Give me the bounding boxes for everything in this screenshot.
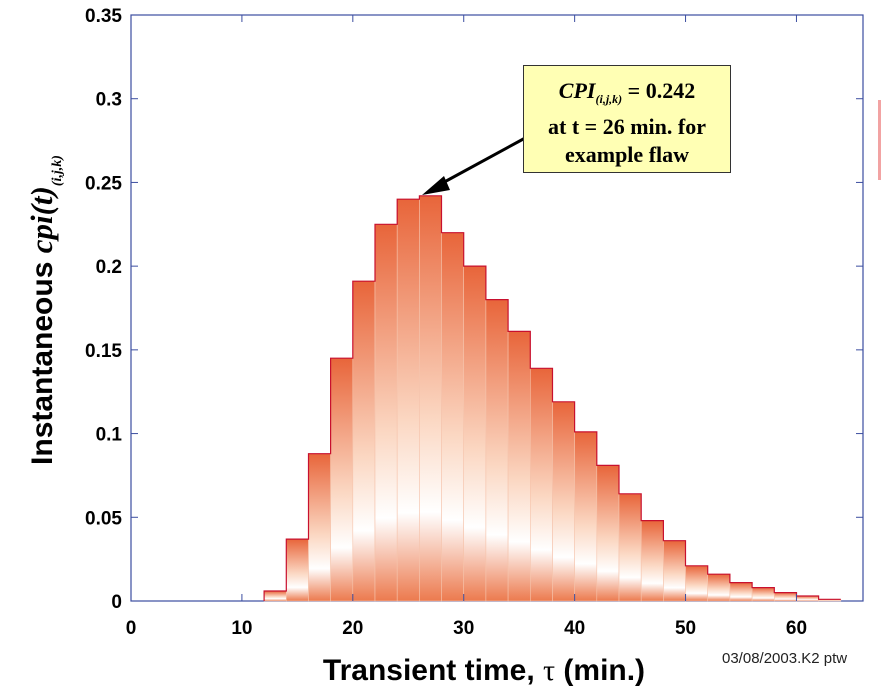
annotation-box: CPI(i,j,k) = 0.242 at t = 26 min. for ex… xyxy=(523,65,731,173)
bar-28 xyxy=(441,232,465,602)
x-tick-label-10: 10 xyxy=(231,618,252,639)
histogram-outline xyxy=(263,195,841,601)
ticks-group: 0 10 20 30 40 50 60 0 0.05 0.1 0.15 0.2 0.25 0.3 0.35 xyxy=(85,6,863,639)
y-tick-label-0.1: 0.1 xyxy=(96,425,123,446)
y-tick-label-0.05: 0.05 xyxy=(85,508,122,529)
y-axis-title-math: cpi(t) xyxy=(24,186,59,253)
x-axis-title-tau: τ xyxy=(543,654,555,687)
date-stamp: 03/08/2003.K2 ptw xyxy=(722,650,848,667)
svg-text:Instantaneous cpi(t)(i,j,k): Instantaneous cpi(t)(i,j,k) xyxy=(24,155,65,465)
bar-52 xyxy=(707,573,731,602)
annotation-line2: at t = 26 min. for xyxy=(548,114,706,139)
bar-16 xyxy=(308,453,332,602)
y-axis-title: Instantaneous cpi(t)(i,j,k) xyxy=(24,155,65,465)
bar-42 xyxy=(596,465,620,602)
bar-38 xyxy=(552,401,576,602)
bar-50 xyxy=(685,565,709,602)
annotation-symbol: CPI xyxy=(558,78,596,103)
x-axis-title: Transient time, τ (min.) xyxy=(323,654,645,687)
bar-54 xyxy=(729,582,753,602)
y-tick-label-0.15: 0.15 xyxy=(85,341,122,362)
bar-14 xyxy=(285,538,309,602)
y-axis-title-sub: (i,j,k) xyxy=(50,155,65,186)
x-tick-label-40: 40 xyxy=(564,618,585,639)
annotation-line3: example flaw xyxy=(564,142,690,167)
bar-36 xyxy=(529,367,553,602)
x-axis-title-unit: (min.) xyxy=(555,654,645,687)
annotation-value: = 0.242 xyxy=(622,78,696,103)
bar-56 xyxy=(751,587,775,602)
edge-decoration xyxy=(878,100,881,180)
y-tick-label-0.35: 0.35 xyxy=(85,6,122,27)
annotation-line1: CPI(i,j,k) = 0.242 xyxy=(524,77,730,113)
bar-24 xyxy=(396,198,420,602)
bar-60 xyxy=(796,595,820,602)
annotation-arrowhead xyxy=(422,176,450,195)
x-tick-label-0: 0 xyxy=(126,618,137,639)
bar-12 xyxy=(263,590,287,602)
bar-44 xyxy=(618,493,642,602)
y-tick-label-0.3: 0.3 xyxy=(96,90,122,111)
bars-group xyxy=(263,195,842,602)
bar-30 xyxy=(463,265,487,602)
x-tick-label-60: 60 xyxy=(786,618,807,639)
bar-46 xyxy=(640,520,664,602)
bar-40 xyxy=(574,431,598,602)
bar-32 xyxy=(485,299,509,602)
x-tick-label-50: 50 xyxy=(675,618,696,639)
x-axis-title-main: Transient time, xyxy=(323,654,543,687)
bar-22 xyxy=(374,224,398,602)
bar-58 xyxy=(773,592,797,602)
bar-26 xyxy=(419,195,442,602)
y-axis-title-main: Instantaneous xyxy=(26,253,59,465)
y-tick-label-0.2: 0.2 xyxy=(96,257,122,278)
bar-34 xyxy=(507,331,531,602)
x-tick-label-20: 20 xyxy=(342,618,363,639)
annotation-subscript: (i,j,k) xyxy=(595,92,623,106)
annotation-arrow xyxy=(436,135,528,188)
bar-18 xyxy=(330,357,354,602)
bar-48 xyxy=(663,540,686,602)
x-tick-label-30: 30 xyxy=(453,618,474,639)
bar-20 xyxy=(352,280,376,602)
y-tick-label-0.25: 0.25 xyxy=(85,173,122,194)
y-tick-label-0: 0 xyxy=(111,592,122,613)
